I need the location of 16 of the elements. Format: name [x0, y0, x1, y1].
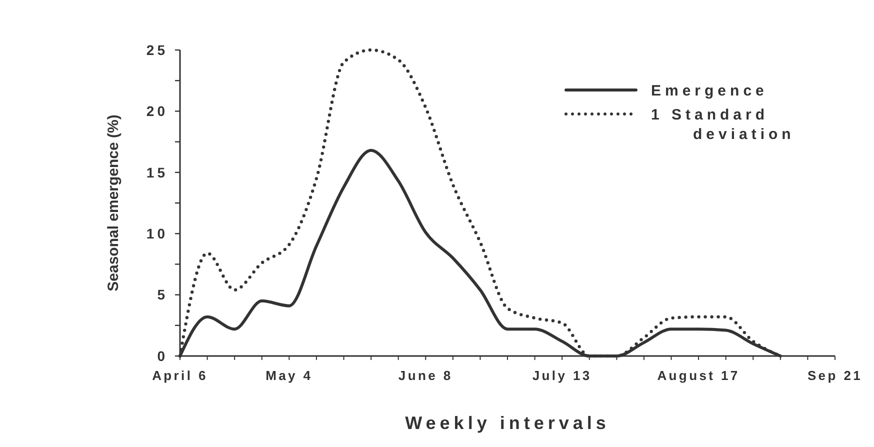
- y-axis-title: Seasonal emergence (%): [105, 114, 122, 292]
- y-tick-label: 25: [146, 42, 168, 58]
- y-tick-label: 10: [146, 226, 168, 242]
- y-tick-label: 5: [157, 286, 168, 303]
- y-tick-label: 15: [146, 164, 168, 180]
- x-tick-label: April 6: [152, 368, 208, 383]
- legend-label: Emergence: [651, 82, 768, 100]
- x-tick-label: June 8: [398, 368, 453, 383]
- y-tick-label: 20: [146, 103, 168, 120]
- x-tick-label: Sep 21: [807, 368, 863, 383]
- y-tick-label: 0: [157, 348, 168, 364]
- x-tick-label: August 17: [657, 368, 740, 383]
- x-tick-label: July 13: [532, 368, 592, 383]
- x-tick-label: May 4: [266, 368, 313, 383]
- x-axis-title: Weekly intervals: [405, 413, 610, 433]
- legend-label: 1 Standard deviation: [651, 106, 795, 143]
